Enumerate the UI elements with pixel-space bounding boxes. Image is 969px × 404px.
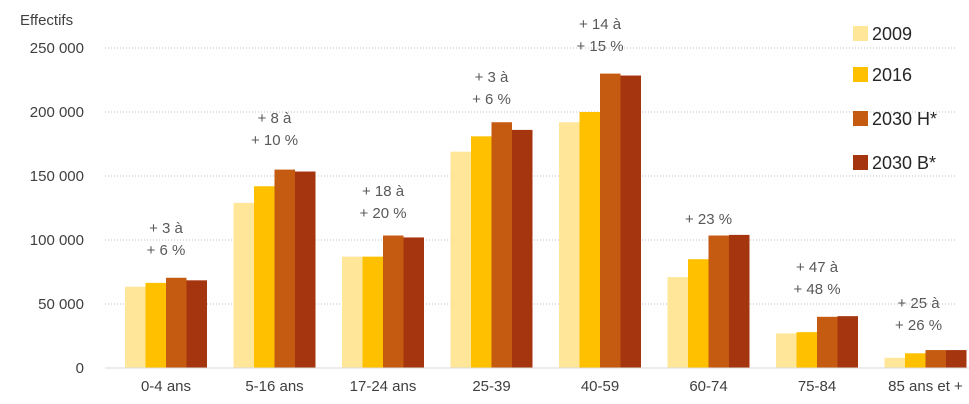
x-tick-label: 17-24 ans — [350, 378, 417, 395]
y-axis-ticks: 0 50 000 100 000 150 000 200 000 250 000 — [30, 40, 84, 377]
annotation-text: + 47 à — [796, 259, 839, 276]
y-tick-label: 250 000 — [30, 40, 84, 57]
bar — [274, 169, 295, 368]
bar — [817, 316, 838, 368]
bar — [905, 353, 926, 368]
annotation-text: + 25 à — [897, 295, 940, 312]
legend: 2009 2016 2030 H* 2030 B* — [853, 24, 937, 173]
bar — [383, 235, 404, 368]
legend-swatch — [853, 26, 868, 41]
x-tick-label: 25-39 — [472, 378, 510, 395]
legend-swatch — [853, 155, 868, 170]
bars — [125, 73, 967, 369]
annotation-text: + 3 à — [475, 69, 509, 86]
y-tick-label: 0 — [76, 360, 84, 377]
annotation-text: + 6 % — [472, 91, 511, 108]
bar — [776, 333, 797, 368]
bar — [362, 256, 383, 368]
bar — [295, 171, 316, 368]
bar — [620, 75, 641, 369]
bar — [450, 151, 471, 368]
y-tick-label: 150 000 — [30, 168, 84, 185]
annotation-text: + 14 à — [579, 16, 622, 33]
bar — [512, 129, 533, 368]
annotation-text: + 6 % — [147, 242, 186, 259]
y-axis-label: Effectifs — [20, 12, 73, 29]
bar — [145, 282, 166, 368]
bar — [946, 350, 967, 368]
bar — [579, 112, 600, 368]
x-tick-label: 0-4 ans — [141, 378, 191, 395]
x-tick-label: 60-74 — [689, 378, 727, 395]
x-tick-label: 5-16 ans — [245, 378, 303, 395]
x-axis-ticks: 0-4 ans 5-16 ans 17-24 ans 25-39 40-59 60-74 7… — [141, 378, 963, 395]
bar — [342, 256, 363, 368]
annotation-text: + 3 à — [149, 220, 183, 237]
legend-label: 2030 H* — [872, 109, 937, 129]
bar — [796, 332, 817, 368]
annotations: + 3 à + 6 % + 8 à + 10 % + 18 à + 20 % + 3 à + … — [147, 16, 942, 334]
annotation-text: + 26 % — [895, 317, 942, 334]
annotation-text: + 23 % — [685, 211, 732, 228]
legend-swatch — [853, 67, 868, 82]
x-tick-label: 40-59 — [581, 378, 619, 395]
bar — [233, 202, 254, 368]
annotation-text: + 20 % — [359, 205, 406, 222]
bar — [166, 277, 187, 368]
annotation-text: + 18 à — [362, 183, 405, 200]
bar — [600, 73, 621, 368]
bar — [688, 259, 709, 368]
bar — [667, 277, 688, 368]
bar — [729, 234, 750, 368]
legend-label: 2009 — [872, 24, 912, 44]
bar — [186, 280, 207, 368]
bar — [125, 286, 146, 368]
y-tick-label: 200 000 — [30, 104, 84, 121]
legend-label: 2030 B* — [872, 153, 936, 173]
x-tick-label: 75-84 — [798, 378, 836, 395]
annotation-text: + 8 à — [258, 110, 292, 127]
annotation-text: + 10 % — [251, 132, 298, 149]
annotation-text: + 48 % — [793, 281, 840, 298]
bar — [491, 122, 512, 369]
bar — [254, 186, 275, 368]
legend-label: 2016 — [872, 65, 912, 85]
bar — [708, 235, 729, 368]
y-tick-label: 50 000 — [38, 296, 84, 313]
bar — [884, 357, 905, 368]
annotation-text: + 15 % — [576, 38, 623, 55]
bar — [471, 136, 492, 368]
bar — [403, 237, 424, 368]
bar — [925, 350, 946, 368]
bar — [837, 316, 858, 368]
bar — [559, 122, 580, 369]
legend-swatch — [853, 111, 868, 126]
y-tick-label: 100 000 — [30, 232, 84, 249]
x-tick-label: 85 ans et + — [888, 378, 963, 395]
